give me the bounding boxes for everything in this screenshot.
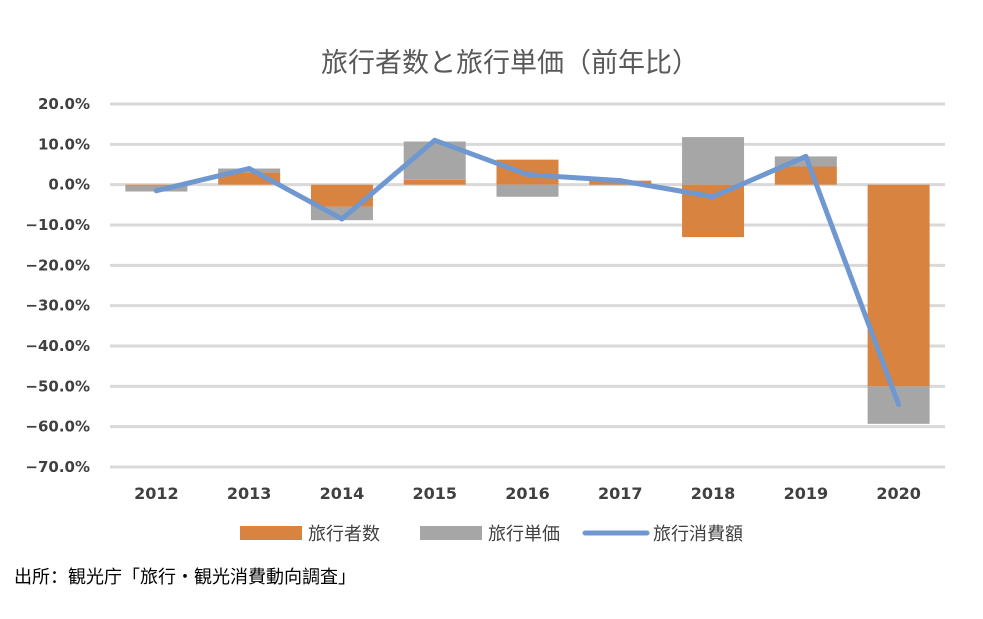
bar-旅行者数-2014 <box>310 184 373 207</box>
bar-旅行者数-2019 <box>774 166 837 185</box>
legend: 旅行者数 旅行単価 旅行消費額 <box>240 524 743 545</box>
x-tick-label: 2017 <box>598 484 643 503</box>
line-point-2016 <box>525 172 530 178</box>
y-tick-label: −30.0% <box>25 297 90 315</box>
legend-label: 旅行者数 <box>308 524 380 545</box>
x-tick-label: 2019 <box>784 484 829 503</box>
y-tick-label: 0.0% <box>48 176 90 194</box>
y-tick-label: −20.0% <box>25 256 90 274</box>
y-tick-label: −70.0% <box>25 458 90 476</box>
x-tick-label: 2015 <box>412 484 457 503</box>
y-axis-ticks: 20.0% 10.0% 0.0% −10.0% −20.0% −30.0% −40.0% −5… <box>25 95 90 476</box>
bar-旅行者数-2015 <box>403 179 466 185</box>
y-tick-label: 20.0% <box>38 95 90 113</box>
line-point-2015 <box>432 137 438 143</box>
line-point-2019 <box>803 153 809 159</box>
bar-旅行者数-2012 <box>125 184 188 186</box>
y-tick-label: −50.0% <box>25 377 90 395</box>
x-axis-ticks: 2012 2013 2014 2015 2016 2017 2018 2019 2020 <box>134 484 921 503</box>
legend-label: 旅行単価 <box>488 524 560 545</box>
line-series <box>153 137 902 407</box>
x-tick-label: 2013 <box>227 484 272 503</box>
x-tick-label: 2012 <box>134 484 179 503</box>
bar-旅行者数-2020 <box>867 184 930 387</box>
line-point-2012 <box>153 188 159 194</box>
x-tick-label: 2014 <box>320 484 365 503</box>
chart: 旅行者数と旅行単価（前年比） 20.0% 10.0% 0.0% −10.0% −20.0… <box>25 48 945 545</box>
chart-title: 旅行者数と旅行単価（前年比） <box>321 48 699 79</box>
line-point-2018 <box>710 194 716 200</box>
x-tick-label: 2018 <box>691 484 736 503</box>
bar-旅行単価-2016 <box>496 184 559 197</box>
line-point-2017 <box>617 178 623 184</box>
line-point-2013 <box>246 166 252 172</box>
y-tick-label: 10.0% <box>38 135 90 153</box>
legend-label: 旅行消費額 <box>653 524 743 545</box>
y-tick-label: −60.0% <box>25 418 90 436</box>
line-point-2014 <box>339 216 345 222</box>
legend-swatch-旅行単価 <box>420 526 482 540</box>
bar-旅行単価-2017 <box>589 184 652 186</box>
source-note: 出所：観光庁「旅行・観光消費動向調査」 <box>14 567 356 588</box>
y-tick-label: −40.0% <box>25 337 90 355</box>
line-point-2020 <box>896 401 902 407</box>
bar-旅行単価-2018 <box>682 137 745 185</box>
bar-series <box>125 137 930 424</box>
x-tick-label: 2016 <box>505 484 550 503</box>
x-tick-label: 2020 <box>876 484 921 503</box>
legend-swatch-旅行者数 <box>240 526 302 540</box>
y-tick-label: −10.0% <box>25 216 90 234</box>
